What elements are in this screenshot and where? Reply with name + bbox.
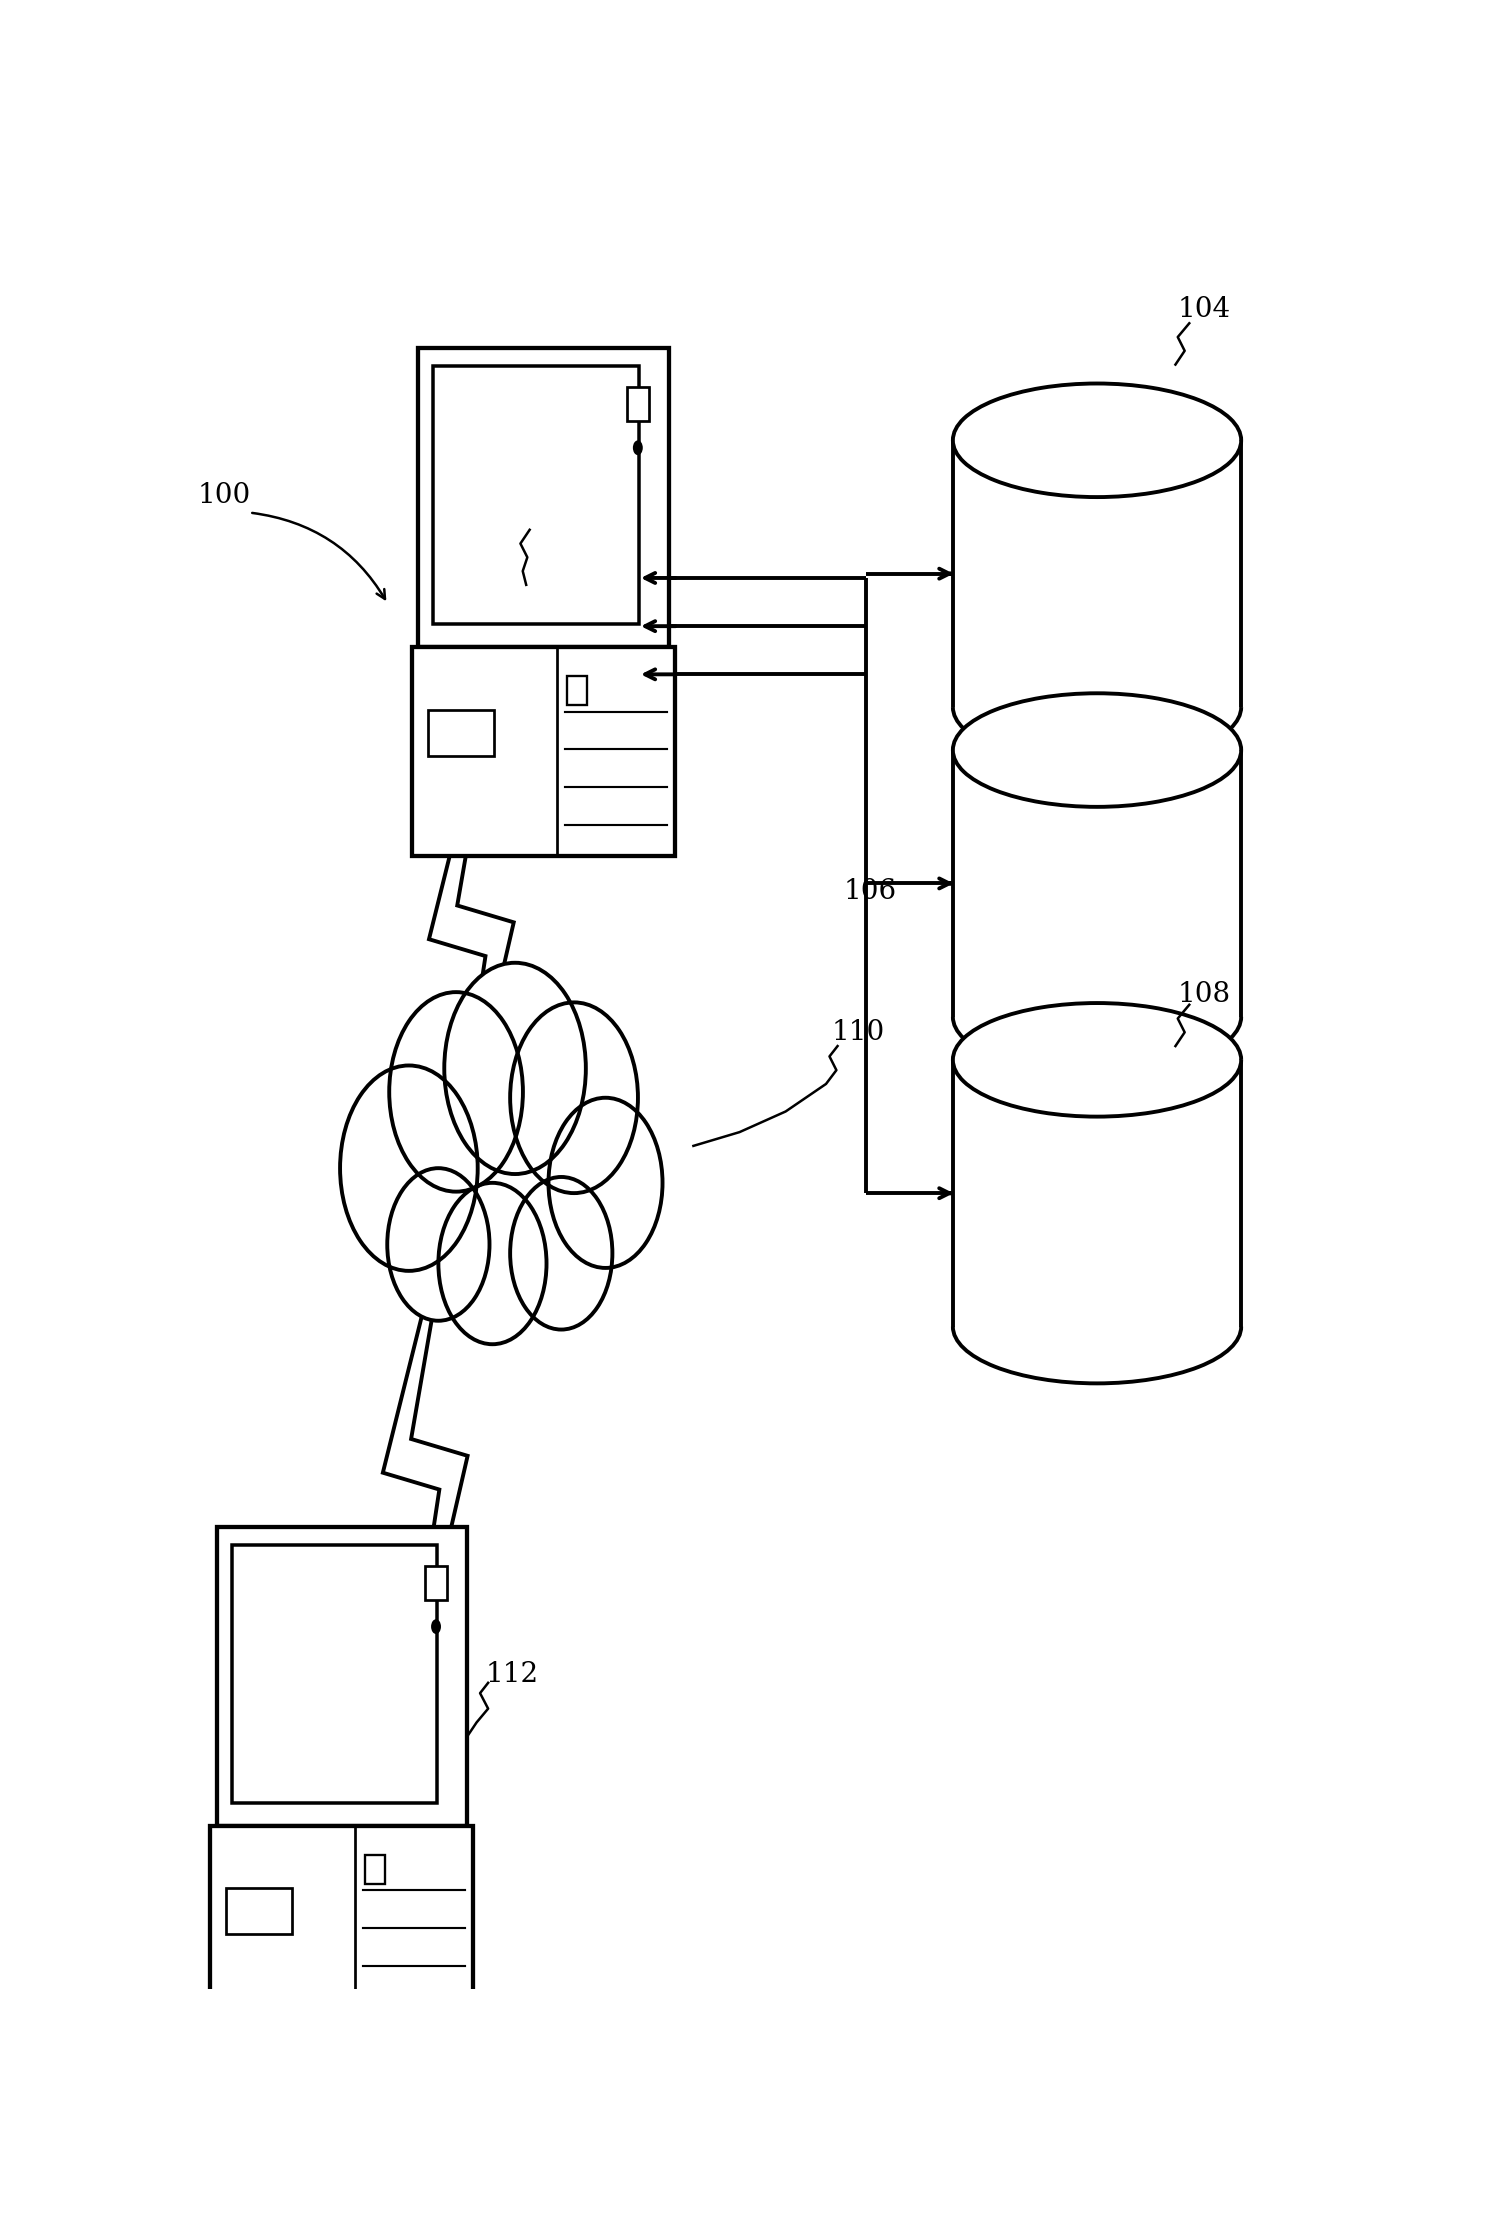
Text: 102: 102 — [515, 507, 568, 534]
Text: 100: 100 — [198, 483, 251, 510]
Polygon shape — [366, 1855, 385, 1884]
Polygon shape — [952, 751, 1241, 1017]
Circle shape — [439, 1182, 546, 1343]
Ellipse shape — [952, 384, 1241, 496]
Polygon shape — [567, 675, 586, 706]
Ellipse shape — [418, 1084, 595, 1245]
Circle shape — [341, 1066, 478, 1272]
Polygon shape — [429, 708, 494, 755]
Circle shape — [510, 1001, 638, 1193]
Polygon shape — [226, 1889, 292, 1936]
Circle shape — [432, 1618, 440, 1634]
Polygon shape — [382, 1178, 467, 1750]
Polygon shape — [412, 646, 676, 856]
Text: 104: 104 — [1178, 297, 1231, 324]
Polygon shape — [232, 1544, 437, 1804]
Polygon shape — [952, 440, 1241, 706]
Text: 108: 108 — [1178, 981, 1231, 1008]
Polygon shape — [952, 1059, 1241, 1328]
Circle shape — [387, 1169, 490, 1321]
Polygon shape — [424, 1567, 448, 1600]
Text: 106: 106 — [844, 878, 896, 905]
Circle shape — [549, 1097, 662, 1267]
Circle shape — [510, 1178, 613, 1330]
Ellipse shape — [952, 693, 1241, 807]
Text: 112: 112 — [487, 1661, 539, 1687]
Text: 110: 110 — [832, 1019, 885, 1046]
Polygon shape — [217, 1527, 467, 1826]
Polygon shape — [433, 367, 638, 624]
Polygon shape — [418, 349, 668, 646]
Circle shape — [390, 992, 522, 1191]
Circle shape — [632, 440, 643, 456]
Polygon shape — [626, 387, 649, 420]
Ellipse shape — [952, 1004, 1241, 1118]
Polygon shape — [210, 1826, 473, 2034]
Polygon shape — [429, 644, 513, 1218]
Circle shape — [445, 963, 586, 1173]
